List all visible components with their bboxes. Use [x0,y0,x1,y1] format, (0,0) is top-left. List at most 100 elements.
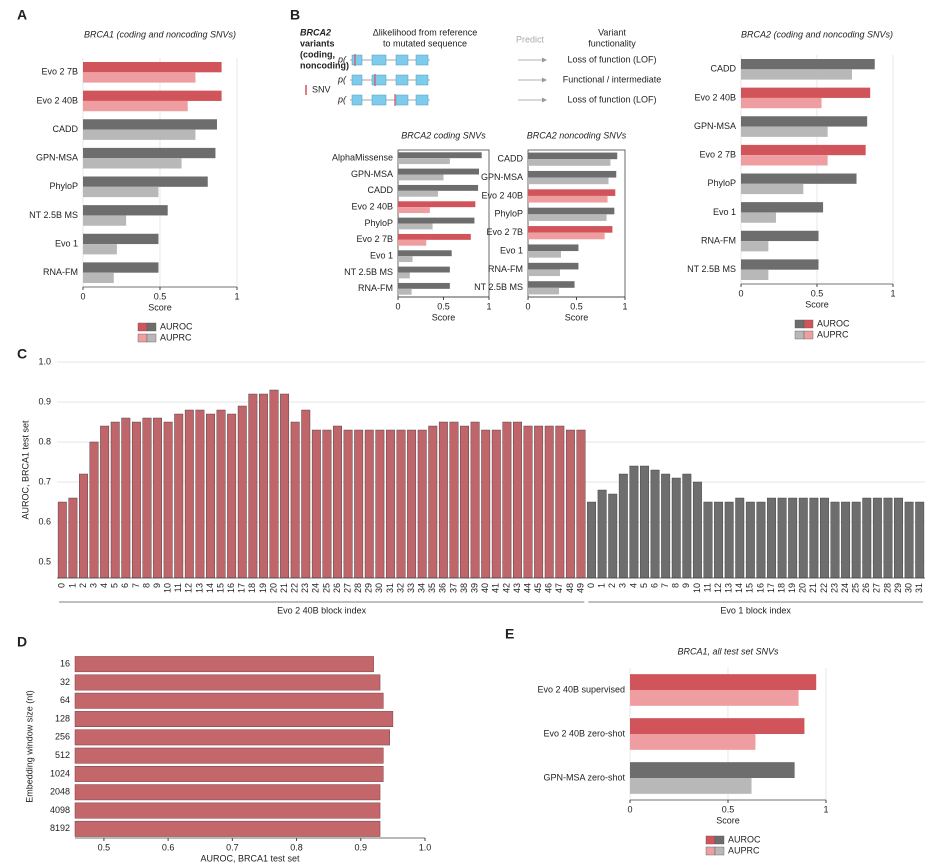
bar [269,389,279,579]
exon [415,74,429,86]
outcome-label: Loss of function (LOF) [567,94,656,104]
x-tick-label: 28 [882,583,892,593]
x-tick-label: 10 [163,583,173,593]
x-tick-label: 37 [448,583,458,593]
bar [398,223,433,230]
x-tick-label: 22 [290,583,300,593]
y-tick-label: Evo 1 [500,245,523,255]
bar [83,158,182,169]
y-tick-label: CADD [367,185,393,195]
y-tick-label: 4098 [50,805,70,815]
bar [301,409,311,579]
bar [735,497,745,579]
x-tick-label: 1 [67,583,77,588]
bar [650,469,660,579]
exon [351,74,363,86]
x-tick-label: 48 [565,583,575,593]
x-tick-label: 27 [342,583,352,593]
x-tick-label: 8 [141,583,151,588]
x-tick-label: 0 [525,301,530,311]
y-tick-label: 32 [60,677,70,687]
legend-label: AUPRC [160,332,192,342]
bar [528,214,607,221]
bar [398,158,450,165]
bar [74,729,390,746]
bar [386,429,395,579]
bar [777,497,787,579]
bar [640,465,649,579]
bar [398,250,452,257]
bar [745,501,755,579]
bar [142,417,152,579]
x-tick-label: 16 [755,583,765,593]
x-tick-label: 31 [914,583,924,593]
x-tick-label: 13 [194,583,204,593]
bar [741,155,828,166]
exon [351,54,363,66]
arrow-head [542,57,547,63]
x-tick-label: 2 [607,583,617,588]
x-tick-label: 4 [99,583,109,588]
bar [630,734,756,750]
y-tick-label: GPN-MSA [36,153,78,163]
y-tick-label: 1.0 [38,356,51,366]
x-tick-label: 0.9 [355,842,368,852]
bar [163,421,173,579]
bar [83,62,222,73]
x-axis-label: AUROC, BRCA1 test set [200,853,300,863]
x-tick-label: 15 [745,583,755,593]
bar [83,272,114,283]
bar [83,119,217,130]
bar [311,429,321,579]
y-axis-label: AUROC, BRCA1 test set [20,420,30,520]
x-tick-label: 40 [480,583,490,593]
bar [398,217,475,224]
legend-label: AUROC [160,321,193,331]
bar [830,501,840,579]
y-tick-label: GPN-MSA [694,121,736,131]
bar [741,69,852,80]
y-tick-label: PhyloP [364,218,393,228]
diagram-label: to mutated sequence [383,38,467,48]
x-tick-label: 0.5 [811,288,824,298]
x-tick-label: 36 [438,583,448,593]
bar [322,429,332,579]
bar [83,262,159,273]
bar [290,421,300,579]
x-tick-label: 29 [364,583,374,593]
bar [756,501,766,579]
bar [544,425,554,579]
bar [528,287,560,295]
bar [83,186,159,198]
y-tick-label: Evo 1 [713,207,736,217]
x-tick-label: 21 [808,583,818,593]
bar [851,501,861,579]
x-tick-label: 26 [332,583,342,593]
x-tick-label: 24 [840,583,850,593]
x-tick-label: 25 [321,583,331,593]
y-tick-label: 0.9 [38,396,51,406]
bar [83,244,117,255]
x-tick-label: 43 [512,583,522,593]
legend-swatch [137,322,148,332]
x-tick-label: 34 [417,583,427,593]
x-tick-label: 10 [692,583,702,593]
x-axis-label: Score [148,302,172,312]
bar [237,405,247,579]
y-tick-label: 64 [60,695,70,705]
exon [395,74,409,86]
x-tick-label: 16 [226,583,236,593]
x-tick-label: 35 [427,583,437,593]
bar [587,501,596,579]
y-tick-label: GPN-MSA [351,169,393,179]
diagram-label: BRCA2 [300,27,331,37]
exon [415,94,429,106]
bar [68,497,78,579]
bar [83,100,188,112]
y-tick-label: PhyloP [494,209,523,219]
x-tick-label: 0.5 [98,842,111,852]
bar [741,144,866,156]
diagram-label: Variant [598,27,626,37]
x-tick-label: 0 [738,288,743,298]
panel-label: D [17,634,27,650]
